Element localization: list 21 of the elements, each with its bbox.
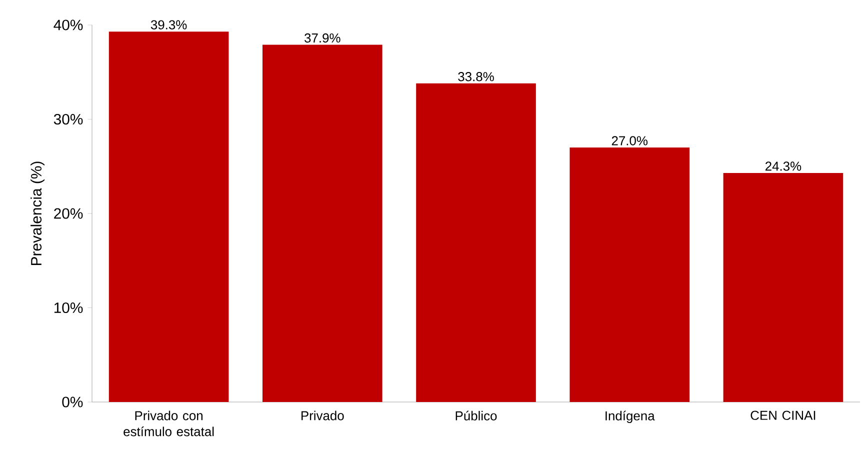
x-tick-label: Privado con estímulo estatal (124, 410, 214, 436)
bar (416, 83, 536, 402)
y-axis-title: Prevalencia (%) (30, 162, 44, 266)
x-tick-label: Privado (302, 410, 344, 420)
y-tick-label: 10% (54, 302, 83, 314)
data-label: 37.9% (304, 33, 340, 43)
bar (570, 148, 690, 402)
data-label: 39.3% (150, 20, 187, 30)
x-tick-label: Público (456, 410, 497, 420)
bar (262, 44, 382, 402)
y-tick-label: 0% (62, 396, 83, 408)
bar (108, 32, 229, 402)
y-tick-label: 30% (54, 114, 83, 125)
data-label: 33.8% (458, 72, 494, 82)
data-label: 24.3% (766, 162, 802, 171)
x-tick-label: Indígena (606, 410, 655, 423)
x-tick-label: CEN CINAI (750, 410, 816, 420)
data-label: 27.0% (612, 136, 648, 146)
y-tick-label: 40% (54, 20, 83, 30)
bar (723, 172, 844, 402)
y-tick-label: 20% (54, 208, 83, 219)
